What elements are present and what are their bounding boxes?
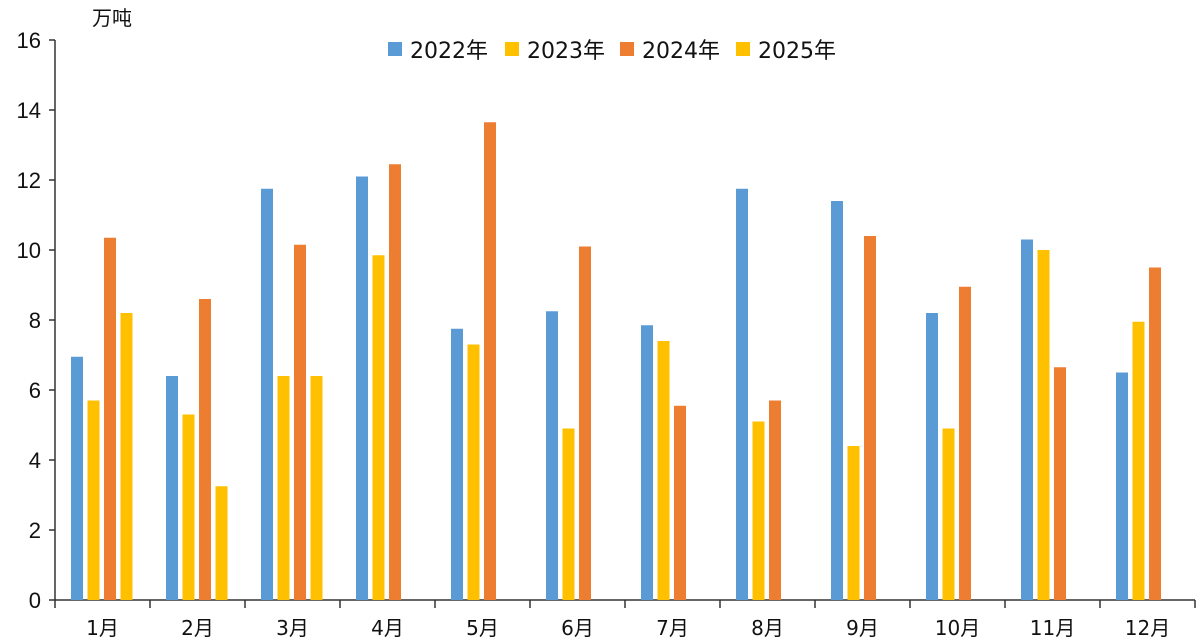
bar bbox=[1054, 367, 1066, 600]
y-tick-label: 0 bbox=[29, 588, 41, 613]
bar bbox=[959, 286, 971, 600]
bar bbox=[641, 325, 653, 600]
bar bbox=[451, 328, 463, 600]
legend-swatch bbox=[505, 42, 519, 56]
bar bbox=[1116, 372, 1128, 600]
x-category-label: 2月 bbox=[181, 616, 214, 638]
bar bbox=[562, 428, 575, 600]
y-axis-unit-label: 万吨 bbox=[92, 6, 132, 30]
bar bbox=[87, 400, 100, 600]
bar bbox=[769, 400, 781, 600]
y-tick-label: 4 bbox=[29, 448, 41, 473]
y-tick-label: 10 bbox=[17, 238, 41, 263]
x-category-label: 7月 bbox=[656, 616, 689, 638]
bar bbox=[372, 255, 385, 600]
bar bbox=[1149, 267, 1161, 600]
y-tick-label: 8 bbox=[29, 308, 41, 333]
y-tick-label: 14 bbox=[17, 98, 41, 123]
x-category-label: 1月 bbox=[86, 616, 119, 638]
bar bbox=[1132, 321, 1145, 600]
bar bbox=[674, 405, 686, 600]
bar bbox=[166, 376, 178, 600]
bar bbox=[736, 188, 748, 600]
bar bbox=[71, 356, 83, 600]
bar bbox=[546, 311, 558, 600]
x-category-label: 12月 bbox=[1125, 616, 1170, 638]
bar bbox=[356, 176, 368, 600]
bar bbox=[182, 414, 195, 600]
y-axis: 0 2 4 6 8 10 12 14 16 bbox=[17, 28, 56, 613]
x-category-label: 10月 bbox=[935, 616, 980, 638]
legend: 2022年 2023年 2024年 2025年 bbox=[388, 39, 836, 64]
y-tick-label: 16 bbox=[17, 28, 41, 53]
bar bbox=[831, 201, 843, 600]
bar bbox=[104, 237, 116, 600]
x-category-label: 8月 bbox=[751, 616, 784, 638]
bar bbox=[484, 122, 496, 600]
bar bbox=[864, 236, 876, 600]
x-category-label: 4月 bbox=[371, 616, 404, 638]
legend-swatch bbox=[620, 42, 634, 56]
bar bbox=[1037, 250, 1050, 600]
x-category-label: 3月 bbox=[276, 616, 309, 638]
y-tick-label: 6 bbox=[29, 378, 41, 403]
bar bbox=[926, 313, 938, 600]
bars bbox=[71, 122, 1161, 600]
bar bbox=[752, 421, 765, 600]
bar bbox=[467, 344, 480, 600]
bar bbox=[310, 376, 323, 600]
y-tick-label: 2 bbox=[29, 518, 41, 543]
legend-swatch bbox=[388, 42, 402, 56]
legend-label: 2022年 bbox=[410, 39, 488, 64]
legend-label: 2025年 bbox=[758, 39, 836, 64]
legend-label: 2024年 bbox=[642, 39, 720, 64]
bar bbox=[294, 244, 306, 600]
x-category-label: 5月 bbox=[466, 616, 499, 638]
bar bbox=[579, 246, 591, 600]
bar bbox=[1021, 239, 1033, 600]
x-category-label: 9月 bbox=[846, 616, 879, 638]
bar bbox=[942, 428, 955, 600]
bar bbox=[277, 376, 290, 600]
bar bbox=[389, 164, 401, 600]
x-category-label: 11月 bbox=[1030, 616, 1075, 638]
bar bbox=[657, 341, 670, 600]
legend-swatch bbox=[736, 42, 750, 56]
x-category-label: 6月 bbox=[561, 616, 594, 638]
bar bbox=[261, 188, 273, 600]
bar bbox=[120, 313, 133, 600]
y-tick-label: 12 bbox=[17, 168, 41, 193]
x-axis: 1月 2月 3月 4月 5月 6月 7月 8月 9月 10月 11月 12月 bbox=[54, 599, 1196, 638]
bar bbox=[199, 299, 211, 600]
legend-label: 2023年 bbox=[527, 39, 605, 64]
bar bbox=[215, 486, 228, 600]
bar bbox=[847, 446, 860, 600]
